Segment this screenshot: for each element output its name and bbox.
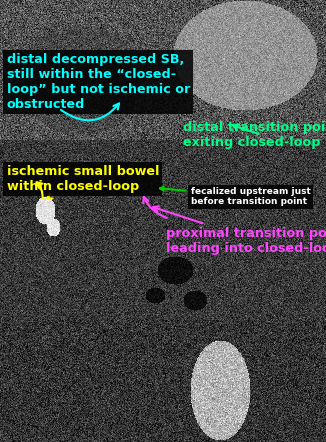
Text: distal decompressed SB,
still within the “closed-
loop” but not ischemic or
obst: distal decompressed SB, still within the…: [7, 53, 190, 111]
Text: proximal transition point
leading into closed-loop: proximal transition point leading into c…: [153, 206, 326, 255]
Text: distal transition point
exiting closed-loop: distal transition point exiting closed-l…: [183, 121, 326, 149]
Text: ischemic small bowel
within closed-loop: ischemic small bowel within closed-loop: [7, 165, 159, 198]
Text: fecalized upstream just
before transition point: fecalized upstream just before transitio…: [160, 187, 311, 206]
